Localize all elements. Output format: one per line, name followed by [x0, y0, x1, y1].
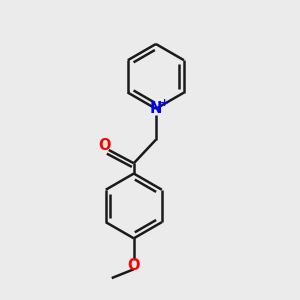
Text: O: O — [128, 258, 140, 273]
Text: +: + — [160, 98, 169, 108]
Text: O: O — [98, 138, 111, 153]
Text: N: N — [150, 101, 162, 116]
